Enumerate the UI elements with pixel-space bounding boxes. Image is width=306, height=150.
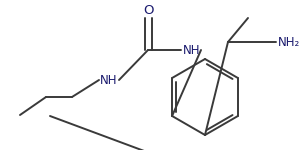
- Text: NH₂: NH₂: [278, 36, 300, 48]
- Text: O: O: [143, 4, 153, 18]
- Text: NH: NH: [183, 44, 200, 57]
- Text: NH: NH: [100, 74, 118, 87]
